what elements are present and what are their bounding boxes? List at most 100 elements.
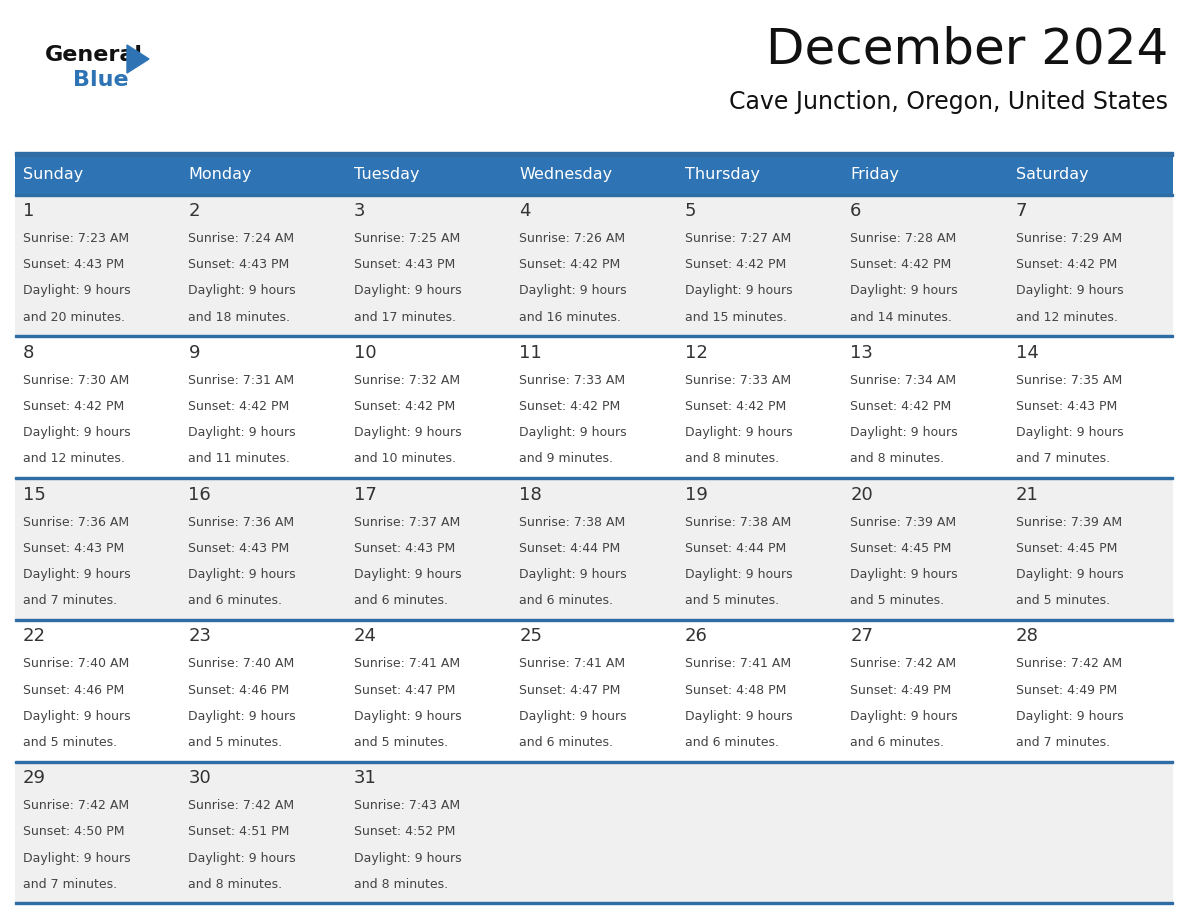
Text: Sunrise: 7:40 AM: Sunrise: 7:40 AM bbox=[189, 657, 295, 670]
Bar bbox=[511, 477, 677, 620]
Text: 18: 18 bbox=[519, 486, 542, 504]
Text: 2: 2 bbox=[189, 202, 200, 220]
Bar bbox=[15, 761, 1173, 763]
Text: Sunset: 4:51 PM: Sunset: 4:51 PM bbox=[189, 825, 290, 838]
Text: Daylight: 9 hours: Daylight: 9 hours bbox=[1016, 568, 1123, 581]
Text: and 8 minutes.: and 8 minutes. bbox=[354, 878, 448, 890]
Text: Tuesday: Tuesday bbox=[354, 167, 419, 183]
Bar bbox=[1007, 620, 1173, 761]
Text: Sunset: 4:43 PM: Sunset: 4:43 PM bbox=[23, 542, 125, 554]
Text: and 6 minutes.: and 6 minutes. bbox=[519, 594, 613, 608]
Text: General: General bbox=[45, 45, 143, 65]
Bar bbox=[842, 194, 1007, 336]
Text: Sunrise: 7:34 AM: Sunrise: 7:34 AM bbox=[851, 374, 956, 386]
Text: Sunday: Sunday bbox=[23, 167, 83, 183]
Text: and 5 minutes.: and 5 minutes. bbox=[189, 736, 283, 749]
Text: Daylight: 9 hours: Daylight: 9 hours bbox=[354, 285, 461, 297]
Text: Sunset: 4:48 PM: Sunset: 4:48 PM bbox=[684, 684, 786, 697]
Text: Daylight: 9 hours: Daylight: 9 hours bbox=[354, 852, 461, 865]
Text: Sunrise: 7:41 AM: Sunrise: 7:41 AM bbox=[684, 657, 791, 670]
Text: and 7 minutes.: and 7 minutes. bbox=[1016, 453, 1110, 465]
Text: December 2024: December 2024 bbox=[766, 25, 1168, 73]
Text: 23: 23 bbox=[189, 627, 211, 645]
Text: Sunset: 4:49 PM: Sunset: 4:49 PM bbox=[851, 684, 952, 697]
Text: Sunrise: 7:39 AM: Sunrise: 7:39 AM bbox=[851, 516, 956, 529]
Text: Sunset: 4:42 PM: Sunset: 4:42 PM bbox=[851, 258, 952, 271]
Bar bbox=[677, 156, 842, 194]
Bar bbox=[181, 620, 346, 761]
Bar bbox=[677, 336, 842, 477]
Bar bbox=[15, 194, 181, 336]
Text: and 5 minutes.: and 5 minutes. bbox=[354, 736, 448, 749]
Bar bbox=[1007, 156, 1173, 194]
Text: 24: 24 bbox=[354, 627, 377, 645]
Text: 25: 25 bbox=[519, 627, 542, 645]
Text: Sunrise: 7:41 AM: Sunrise: 7:41 AM bbox=[354, 657, 460, 670]
Text: Sunrise: 7:36 AM: Sunrise: 7:36 AM bbox=[189, 516, 295, 529]
Text: 30: 30 bbox=[189, 769, 211, 788]
Text: Daylight: 9 hours: Daylight: 9 hours bbox=[684, 710, 792, 722]
Text: and 7 minutes.: and 7 minutes. bbox=[23, 878, 118, 890]
Text: 19: 19 bbox=[684, 486, 708, 504]
Bar bbox=[842, 156, 1007, 194]
Text: Daylight: 9 hours: Daylight: 9 hours bbox=[23, 710, 131, 722]
Text: Sunrise: 7:42 AM: Sunrise: 7:42 AM bbox=[1016, 657, 1121, 670]
Text: and 6 minutes.: and 6 minutes. bbox=[851, 736, 944, 749]
Text: Sunrise: 7:29 AM: Sunrise: 7:29 AM bbox=[1016, 232, 1121, 245]
Text: and 6 minutes.: and 6 minutes. bbox=[354, 594, 448, 608]
Text: 14: 14 bbox=[1016, 344, 1038, 362]
Text: Sunset: 4:43 PM: Sunset: 4:43 PM bbox=[189, 258, 290, 271]
Bar bbox=[346, 477, 511, 620]
Text: Daylight: 9 hours: Daylight: 9 hours bbox=[189, 852, 296, 865]
Text: Daylight: 9 hours: Daylight: 9 hours bbox=[851, 710, 958, 722]
Text: and 5 minutes.: and 5 minutes. bbox=[1016, 594, 1110, 608]
Text: Sunrise: 7:33 AM: Sunrise: 7:33 AM bbox=[519, 374, 625, 386]
Text: Daylight: 9 hours: Daylight: 9 hours bbox=[189, 285, 296, 297]
Text: Sunrise: 7:26 AM: Sunrise: 7:26 AM bbox=[519, 232, 625, 245]
Text: Sunrise: 7:42 AM: Sunrise: 7:42 AM bbox=[189, 800, 295, 812]
Bar bbox=[677, 194, 842, 336]
Text: and 16 minutes.: and 16 minutes. bbox=[519, 310, 621, 324]
Text: Daylight: 9 hours: Daylight: 9 hours bbox=[189, 426, 296, 440]
Text: Sunset: 4:43 PM: Sunset: 4:43 PM bbox=[189, 542, 290, 554]
Bar bbox=[15, 620, 181, 761]
Text: Daylight: 9 hours: Daylight: 9 hours bbox=[354, 426, 461, 440]
Bar bbox=[181, 477, 346, 620]
Text: Sunset: 4:45 PM: Sunset: 4:45 PM bbox=[851, 542, 952, 554]
Bar bbox=[511, 336, 677, 477]
Text: Sunrise: 7:42 AM: Sunrise: 7:42 AM bbox=[851, 657, 956, 670]
Text: and 6 minutes.: and 6 minutes. bbox=[189, 594, 283, 608]
Bar bbox=[677, 477, 842, 620]
Text: 7: 7 bbox=[1016, 202, 1028, 220]
Text: Sunrise: 7:31 AM: Sunrise: 7:31 AM bbox=[189, 374, 295, 386]
Text: and 18 minutes.: and 18 minutes. bbox=[189, 310, 290, 324]
Text: Wednesday: Wednesday bbox=[519, 167, 612, 183]
Bar bbox=[842, 620, 1007, 761]
Bar bbox=[842, 336, 1007, 477]
Text: Daylight: 9 hours: Daylight: 9 hours bbox=[684, 568, 792, 581]
Text: and 5 minutes.: and 5 minutes. bbox=[851, 594, 944, 608]
Bar bbox=[511, 761, 677, 903]
Text: Sunset: 4:44 PM: Sunset: 4:44 PM bbox=[684, 542, 786, 554]
Text: Sunset: 4:43 PM: Sunset: 4:43 PM bbox=[354, 258, 455, 271]
Text: Sunset: 4:46 PM: Sunset: 4:46 PM bbox=[23, 684, 125, 697]
Text: and 11 minutes.: and 11 minutes. bbox=[189, 453, 290, 465]
Text: Daylight: 9 hours: Daylight: 9 hours bbox=[354, 568, 461, 581]
Text: 28: 28 bbox=[1016, 627, 1038, 645]
Text: and 5 minutes.: and 5 minutes. bbox=[23, 736, 118, 749]
Text: and 20 minutes.: and 20 minutes. bbox=[23, 310, 125, 324]
Text: and 8 minutes.: and 8 minutes. bbox=[684, 453, 779, 465]
Text: 6: 6 bbox=[851, 202, 861, 220]
Text: Sunset: 4:42 PM: Sunset: 4:42 PM bbox=[189, 400, 290, 413]
Text: Daylight: 9 hours: Daylight: 9 hours bbox=[519, 710, 627, 722]
Text: Sunrise: 7:35 AM: Sunrise: 7:35 AM bbox=[1016, 374, 1121, 386]
Text: Daylight: 9 hours: Daylight: 9 hours bbox=[23, 568, 131, 581]
Bar bbox=[15, 194, 1173, 196]
Text: Daylight: 9 hours: Daylight: 9 hours bbox=[519, 426, 627, 440]
Text: Sunset: 4:47 PM: Sunset: 4:47 PM bbox=[354, 684, 455, 697]
Text: Sunrise: 7:43 AM: Sunrise: 7:43 AM bbox=[354, 800, 460, 812]
Text: Daylight: 9 hours: Daylight: 9 hours bbox=[1016, 426, 1123, 440]
Text: and 6 minutes.: and 6 minutes. bbox=[519, 736, 613, 749]
Text: Sunrise: 7:33 AM: Sunrise: 7:33 AM bbox=[684, 374, 791, 386]
Text: Sunrise: 7:36 AM: Sunrise: 7:36 AM bbox=[23, 516, 129, 529]
